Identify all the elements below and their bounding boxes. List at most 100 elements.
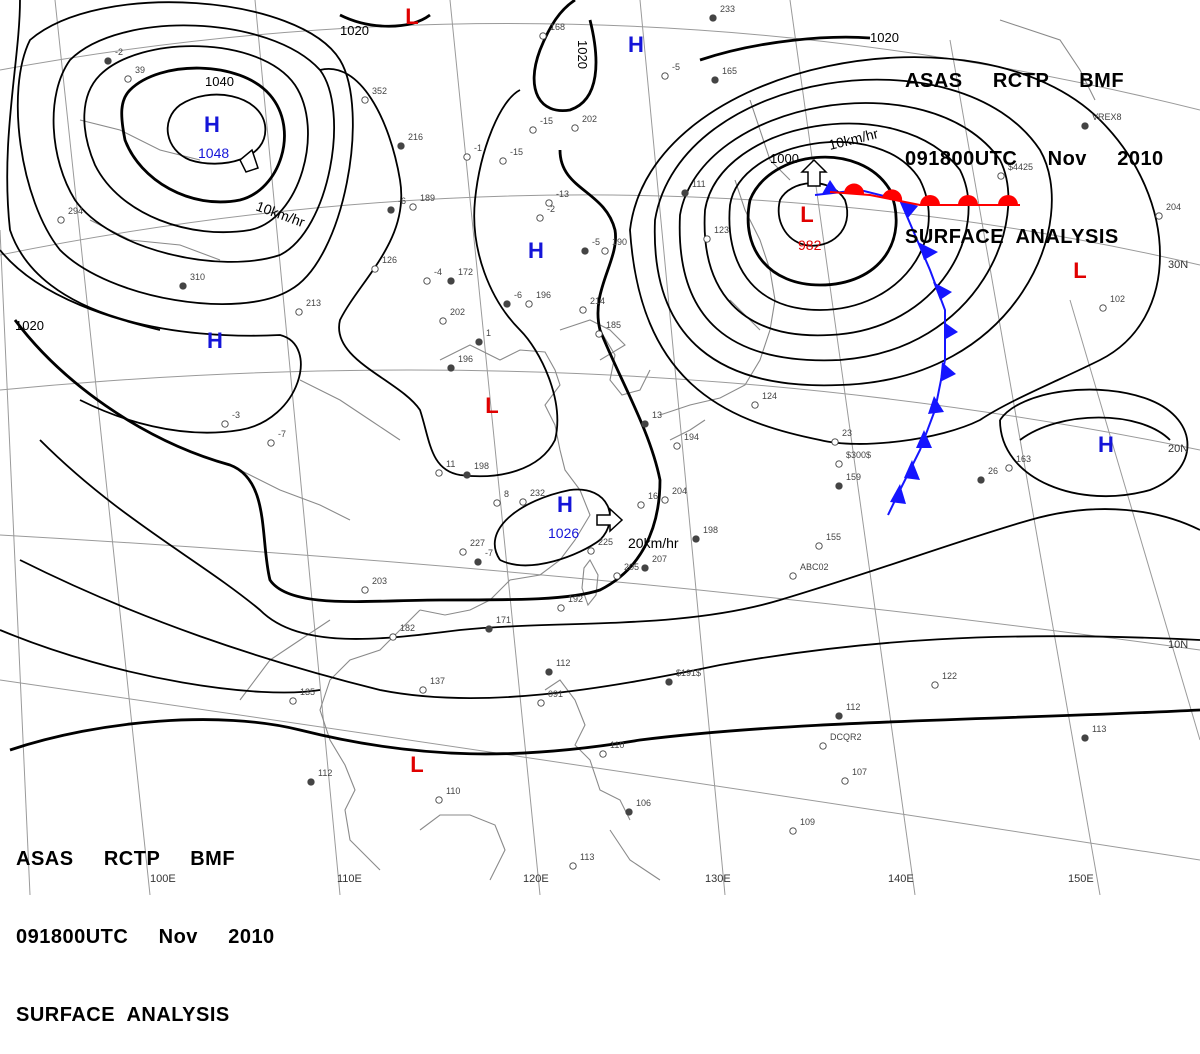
isobar-1008-south xyxy=(19,559,1200,700)
station-value: -13 xyxy=(556,189,569,199)
isobar-label: 1020 xyxy=(575,40,590,69)
station-value: 202 xyxy=(450,307,465,317)
station-value: 204 xyxy=(672,486,687,496)
station-value: ABC02 xyxy=(800,562,829,572)
warm-front xyxy=(829,183,1020,206)
station-marker-icon xyxy=(751,401,759,409)
warm-front-semicircle-5 xyxy=(998,195,1018,205)
isobar-1012-south xyxy=(39,439,1200,640)
coast-korea xyxy=(599,329,651,396)
station-value: 102 xyxy=(1110,294,1125,304)
station-marker-icon xyxy=(703,235,711,243)
station-value: 091 xyxy=(548,689,563,699)
meridian-150e xyxy=(949,39,1101,895)
station-marker-icon xyxy=(397,142,405,150)
station-value: -7 xyxy=(485,548,493,558)
station-marker-icon xyxy=(692,535,700,543)
station-value: 216 xyxy=(408,132,423,142)
station-marker-icon xyxy=(474,558,482,566)
meridian-110e xyxy=(254,0,341,895)
station-value: 204 xyxy=(1166,202,1181,212)
station-value: 109 xyxy=(800,817,815,827)
cold-front-pip-1 xyxy=(822,180,838,194)
station-value: 126 xyxy=(382,255,397,265)
station-value: 294 xyxy=(68,206,83,216)
lon-label: 110E xyxy=(337,873,362,885)
station-value: 39 xyxy=(135,65,145,75)
station-value: 8 xyxy=(504,489,509,499)
station-value: -7 xyxy=(278,429,286,439)
station-marker-icon xyxy=(361,96,369,104)
station-value: 26 xyxy=(988,466,998,476)
station-marker-icon xyxy=(295,308,303,316)
central-pressure-value: 1026 xyxy=(548,525,579,541)
lon-label: 120E xyxy=(523,873,549,885)
station-value: 227 xyxy=(470,538,485,548)
isobar-low-2 xyxy=(746,155,898,287)
cold-front-pip-10 xyxy=(890,484,906,504)
motion-label-high: 20km/hr xyxy=(628,535,679,551)
coast-indochina xyxy=(239,609,421,871)
high-pressure-marker: H xyxy=(204,112,220,137)
station-marker-icon xyxy=(459,548,467,556)
isobar-east-1020 xyxy=(1019,416,1171,441)
station-marker-icon xyxy=(545,668,553,676)
station-value: 203 xyxy=(372,576,387,586)
station-value: 159 xyxy=(846,472,861,482)
low-pressure-marker: L xyxy=(410,752,423,777)
station-marker-icon xyxy=(485,625,493,633)
station-value: -2 xyxy=(547,204,555,214)
coast-sakhalin xyxy=(749,99,791,181)
warm-front-semicircle-4 xyxy=(958,195,978,205)
station-value: -6 xyxy=(514,290,522,300)
motion-arrow-high-icon xyxy=(596,507,624,533)
isobar-1012-high-east xyxy=(999,388,1189,498)
station-marker-icon xyxy=(179,282,187,290)
coast-luzon xyxy=(544,679,661,881)
station-value: 214 xyxy=(590,296,605,306)
station-value: 185 xyxy=(606,320,621,330)
motion-arrow-high-west-icon xyxy=(239,148,259,173)
lat-label: 30N xyxy=(1168,259,1188,271)
low-pressure-marker: L xyxy=(405,4,418,29)
station-value: 16 xyxy=(648,491,658,501)
lon-label: 140E xyxy=(888,873,914,885)
station-marker-icon xyxy=(493,499,501,507)
station-marker-icon xyxy=(815,542,823,550)
header-top-right: ASAS RCTP BMF 091800UTC Nov 2010 SURFACE… xyxy=(905,16,1164,276)
station-value: 192 xyxy=(568,594,583,604)
station-marker-icon xyxy=(977,476,985,484)
coast-inland-1 xyxy=(79,119,401,521)
station-marker-icon xyxy=(557,604,565,612)
station-marker-icon xyxy=(423,277,431,285)
station-value: 112 xyxy=(846,702,860,712)
cold-front-pip-6 xyxy=(940,362,956,382)
station-value: 171 xyxy=(496,615,511,625)
station-value: 106 xyxy=(636,798,651,808)
station-marker-icon xyxy=(307,778,315,786)
warm-front-semicircle-2 xyxy=(882,189,903,201)
station-marker-icon xyxy=(711,76,719,84)
isobar-low-6 xyxy=(653,78,1053,387)
station-value: 205 xyxy=(624,562,639,572)
station-value: 165 xyxy=(722,66,737,76)
station-value: 110 xyxy=(610,740,624,750)
station-value: 122 xyxy=(942,671,957,681)
station-value: 111 xyxy=(692,179,706,189)
station-marker-icon xyxy=(789,827,797,835)
station-marker-icon xyxy=(1155,212,1163,220)
station-marker-icon xyxy=(435,469,443,477)
station-value: 1 xyxy=(486,328,491,338)
isobar-label: 1020 xyxy=(340,23,369,38)
station-marker-icon xyxy=(289,697,297,705)
station-marker-icon xyxy=(601,247,609,255)
station-value: -15 xyxy=(510,147,523,157)
station-marker-icon xyxy=(637,501,645,509)
station-value: $300$ xyxy=(846,450,871,460)
coast-china xyxy=(419,344,591,616)
station-marker-icon xyxy=(519,498,527,506)
station-value: 233 xyxy=(720,4,735,14)
station-value: 11 xyxy=(446,459,455,469)
station-marker-icon xyxy=(447,277,455,285)
